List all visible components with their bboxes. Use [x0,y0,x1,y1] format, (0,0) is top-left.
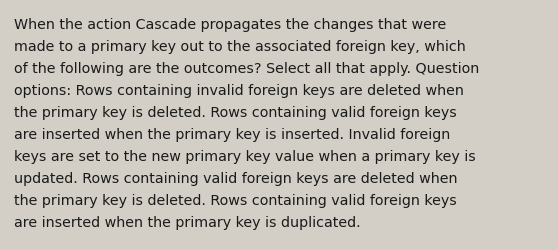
Text: keys are set to the new primary key value when a primary key is: keys are set to the new primary key valu… [14,150,476,163]
Text: updated. Rows containing valid foreign keys are deleted when: updated. Rows containing valid foreign k… [14,171,458,185]
Text: made to a primary key out to the associated foreign key, which: made to a primary key out to the associa… [14,40,466,54]
Text: the primary key is deleted. Rows containing valid foreign keys: the primary key is deleted. Rows contain… [14,193,457,207]
Text: When the action Cascade propagates the changes that were: When the action Cascade propagates the c… [14,18,446,32]
Text: of the following are the outcomes? Select all that apply. Question: of the following are the outcomes? Selec… [14,62,479,76]
Text: are inserted when the primary key is duplicated.: are inserted when the primary key is dup… [14,215,360,229]
Text: options: Rows containing invalid foreign keys are deleted when: options: Rows containing invalid foreign… [14,84,464,98]
Text: the primary key is deleted. Rows containing valid foreign keys: the primary key is deleted. Rows contain… [14,106,457,120]
Text: are inserted when the primary key is inserted. Invalid foreign: are inserted when the primary key is ins… [14,128,450,141]
